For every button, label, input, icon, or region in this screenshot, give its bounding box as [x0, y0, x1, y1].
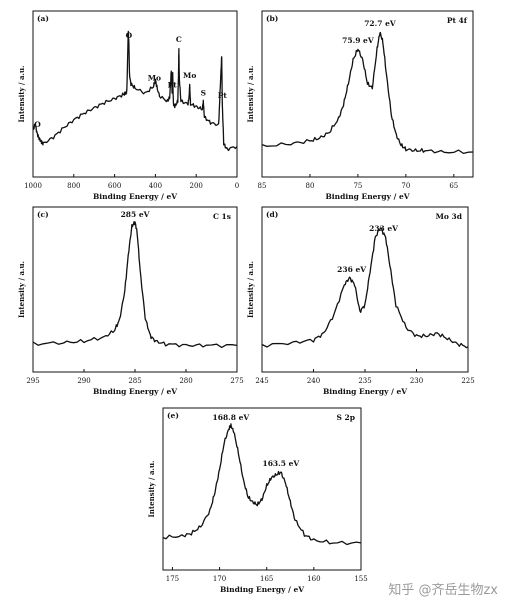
x-tick-label: 170 — [213, 575, 226, 583]
chart-panel-2: 85 80 75 70 65 Binding Energy / eV Intensity /… — [246, 10, 474, 201]
panel-title: C 1s — [213, 212, 231, 221]
x-tick-label: 230 — [410, 377, 423, 385]
x-tick-label: 800 — [67, 182, 80, 190]
series-line — [261, 227, 469, 349]
x-tick-label: 290 — [77, 377, 90, 385]
plot-frame — [32, 10, 238, 178]
peak-label: 236 eV — [337, 265, 366, 274]
peak-label: Pt — [218, 91, 228, 100]
panel-title: Pt 4f — [447, 16, 468, 25]
panel-title: Mo 3d — [436, 212, 463, 221]
x-tick-label: 245 — [255, 377, 268, 385]
peak-label: Mo — [148, 74, 161, 83]
x-axis-label: Binding Energy / eV — [323, 387, 407, 396]
x-tick-label: 1000 — [24, 182, 42, 190]
y-axis-label: Intensity / a.u. — [246, 261, 255, 318]
chart-panel-1: 1000 800 600 400 200 0 Binding Energy / eV Inte… — [17, 10, 239, 201]
x-tick-label: 0 — [235, 182, 239, 190]
x-tick-label: 80 — [305, 182, 314, 190]
x-tick-label: 240 — [307, 377, 320, 385]
x-axis-label: Binding Energy / eV — [220, 585, 304, 594]
chart-panel-4: 245 240 235 230 225 Binding Energy / eV Intens… — [246, 206, 475, 396]
panel-label: (c) — [37, 210, 49, 219]
peak-label: O — [126, 31, 133, 40]
x-tick-label: 160 — [307, 575, 320, 583]
x-tick-label: 200 — [190, 182, 203, 190]
x-tick-label: 285 — [128, 377, 141, 385]
x-axis-label: Binding Energy / eV — [93, 192, 177, 201]
x-tick-label: 175 — [166, 575, 179, 583]
peak-label: Mo — [183, 71, 196, 80]
plot-frame — [32, 206, 238, 373]
peak-label: 163.5 eV — [263, 459, 300, 468]
x-tick-label: 75 — [353, 182, 362, 190]
series-line — [261, 31, 474, 155]
x-tick-label: 235 — [358, 377, 371, 385]
x-tick-label: 165 — [260, 575, 273, 583]
x-tick-label: 600 — [108, 182, 121, 190]
watermark: 知乎 @齐岳生物zx — [388, 583, 498, 598]
peak-label: C — [176, 35, 182, 44]
panel-label: (a) — [37, 14, 49, 23]
peak-label: 72.7 eV — [364, 19, 396, 28]
panel-label: (d) — [266, 210, 278, 219]
peak-label: 233 eV — [369, 224, 398, 233]
y-axis-label: Intensity / a.u. — [17, 66, 26, 123]
x-tick-label: 225 — [461, 377, 474, 385]
peak-label: Pt — [168, 80, 178, 89]
y-axis-label: Intensity / a.u. — [17, 261, 26, 318]
panel-title: S 2p — [337, 413, 356, 422]
peak-label: 285 eV — [121, 210, 150, 219]
x-tick-label: 400 — [149, 182, 162, 190]
panel-label: (e) — [167, 411, 179, 420]
plot-frame — [261, 10, 474, 178]
series-line — [32, 221, 238, 349]
x-tick-label: 280 — [179, 377, 192, 385]
x-tick-label: 85 — [258, 182, 267, 190]
plot-frame — [261, 206, 469, 373]
x-tick-label: 65 — [449, 182, 458, 190]
peak-label: 168.8 eV — [213, 413, 250, 422]
chart-panel-3: 295 290 285 280 275 Binding Energy / eV Intens… — [17, 206, 244, 396]
x-axis-label: Binding Energy / eV — [325, 192, 409, 201]
x-axis-label: Binding Energy / eV — [93, 387, 177, 396]
x-tick-label: 295 — [26, 377, 39, 385]
series-line — [32, 30, 238, 152]
x-tick-label: 70 — [401, 182, 410, 190]
series-line — [162, 423, 362, 546]
plot-frame — [162, 407, 362, 571]
chart-panel-5: 175 170 165 160 155 Binding Energy / eV Intens… — [147, 407, 368, 594]
x-tick-label: 155 — [354, 575, 367, 583]
y-axis-label: Intensity / a.u. — [246, 66, 255, 123]
peak-label: S — [201, 88, 206, 97]
x-tick-label: 275 — [230, 377, 243, 385]
peak-label: O — [34, 120, 41, 129]
peak-label: 75.9 eV — [342, 36, 374, 45]
panel-label: (b) — [266, 14, 278, 23]
y-axis-label: Intensity / a.u. — [147, 461, 156, 518]
